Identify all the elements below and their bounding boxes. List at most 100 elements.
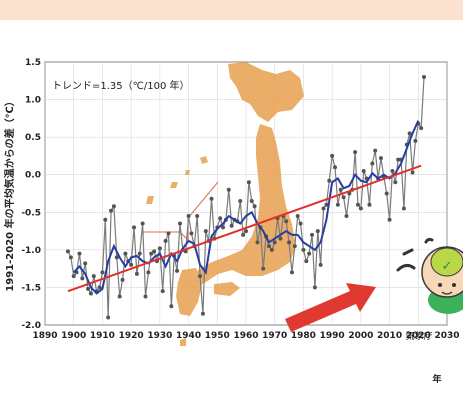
annual-point xyxy=(175,268,180,273)
annual-point xyxy=(324,202,329,207)
annual-point xyxy=(304,259,309,264)
annual-point xyxy=(198,274,203,279)
map-hokkaido xyxy=(228,62,304,122)
annual-point xyxy=(186,214,191,219)
annual-point xyxy=(378,156,383,161)
map-island-2 xyxy=(200,156,208,164)
y-tick-label-6: -1.5 xyxy=(21,283,41,293)
annual-point xyxy=(401,206,406,211)
annual-point xyxy=(298,221,303,226)
annual-point xyxy=(353,150,358,155)
x-tick-label-14: 2030 xyxy=(434,331,459,341)
y-tick-label-1: 1.0 xyxy=(25,96,41,106)
y-tick-label-7: -2.0 xyxy=(21,321,41,331)
annual-point xyxy=(312,285,317,290)
annual-point xyxy=(396,157,401,162)
annual-point xyxy=(252,204,257,209)
trend-series xyxy=(67,164,422,293)
annual-point xyxy=(238,199,243,204)
trend-line xyxy=(67,164,422,293)
annual-point xyxy=(203,229,208,234)
y-tick-label-5: -1.0 xyxy=(21,246,41,256)
annual-point xyxy=(410,170,415,175)
annual-series xyxy=(65,75,427,320)
annual-point xyxy=(373,148,378,153)
x-tick-label-12: 2010 xyxy=(377,331,402,341)
trend-annotation: トレンド=1.35（℃/100 年） xyxy=(52,79,190,92)
annual-point xyxy=(361,168,366,173)
x-tick-label-7: 1960 xyxy=(233,331,258,341)
annual-point xyxy=(367,202,372,207)
annual-point xyxy=(137,251,142,256)
y-axis-title: 1991-2020 年の平均気温からの差（℃） xyxy=(3,96,16,291)
annual-point xyxy=(315,229,320,234)
annual-point xyxy=(91,274,96,279)
annual-point xyxy=(333,165,338,170)
x-tick-label-2: 1910 xyxy=(90,331,115,341)
annual-point xyxy=(111,204,116,209)
y-tick-label-0: 1.5 xyxy=(25,58,41,68)
x-tick-label-10: 1990 xyxy=(320,331,345,341)
annual-point xyxy=(292,244,297,249)
annual-point xyxy=(123,251,128,256)
annual-point xyxy=(355,202,360,207)
map-shikoku xyxy=(214,282,240,296)
header-band xyxy=(0,0,463,20)
annual-point xyxy=(384,191,389,196)
annual-point xyxy=(117,294,122,299)
annual-point xyxy=(327,178,332,183)
annual-point xyxy=(278,236,283,241)
annual-point xyxy=(341,195,346,200)
annual-point xyxy=(269,247,274,252)
annual-point xyxy=(246,180,251,185)
annual-point xyxy=(261,266,266,271)
annual-point xyxy=(318,262,323,267)
annual-point xyxy=(330,153,335,158)
smoothed-series xyxy=(72,120,420,295)
annual-point xyxy=(157,246,162,251)
annual-point xyxy=(244,229,248,234)
x-tick-label-11: 2000 xyxy=(348,331,373,341)
annual-point xyxy=(163,238,168,243)
annual-point xyxy=(143,294,148,299)
annual-point xyxy=(284,219,289,224)
annual-point xyxy=(295,214,300,219)
x-tick-label-8: 1970 xyxy=(262,331,287,341)
x-tick-label-9: 1980 xyxy=(291,331,316,341)
jma-logo-text: 気象庁 xyxy=(405,330,432,342)
annual-point xyxy=(129,262,134,267)
x-axis-ticks: 1890 1900 1910 1920 1930 1940 1950 1960 1970 1980… xyxy=(32,331,459,341)
annual-point xyxy=(338,187,343,192)
annual-point xyxy=(160,289,165,294)
annual-point xyxy=(358,206,363,211)
annual-point xyxy=(166,231,171,236)
annual-point xyxy=(169,304,174,309)
annual-point xyxy=(335,202,340,207)
svg-text:✓: ✓ xyxy=(442,259,453,274)
annual-point xyxy=(301,247,306,252)
annual-point xyxy=(195,214,200,219)
annual-point xyxy=(83,261,88,266)
smoothed-line xyxy=(72,120,420,295)
annual-point xyxy=(272,240,277,245)
annual-point xyxy=(218,216,223,221)
y-axis-ticks: 1.5 1.0 0.5 0.0 -0.5 -1.0 -1.5 -2.0 xyxy=(21,58,41,331)
annual-point xyxy=(229,223,234,228)
map-island-1 xyxy=(170,182,178,188)
annual-point xyxy=(109,208,114,213)
annual-point xyxy=(344,214,349,219)
annual-point xyxy=(241,232,246,237)
annual-point xyxy=(266,244,271,249)
annual-point xyxy=(321,206,326,211)
annual-point xyxy=(88,291,93,296)
annual-point xyxy=(422,75,427,80)
y-tick-label-2: 0.5 xyxy=(25,133,41,143)
annual-point xyxy=(77,251,82,256)
annual-point xyxy=(221,225,226,230)
annual-point xyxy=(189,231,194,236)
x-tick-label-5: 1940 xyxy=(176,331,201,341)
annual-point xyxy=(393,180,398,185)
x-tick-label-3: 1920 xyxy=(119,331,144,341)
annual-point xyxy=(106,315,111,320)
annual-point xyxy=(100,270,105,275)
